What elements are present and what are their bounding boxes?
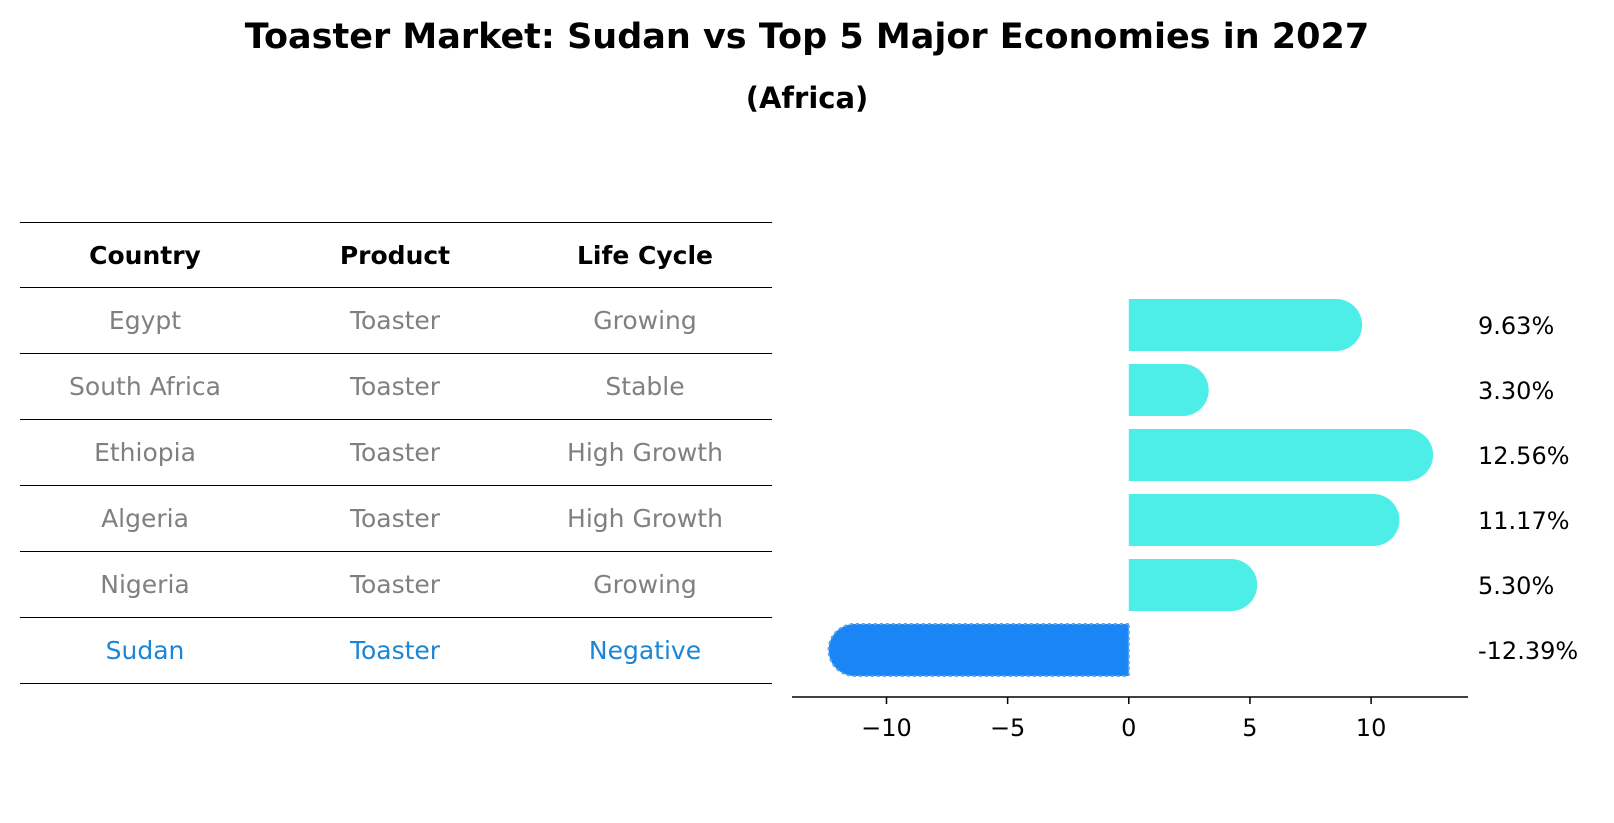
bar-south-africa [1128,364,1209,416]
cell-product: Toaster [349,438,441,467]
cell-country: Ethiopia [94,438,196,467]
header-product: Product [339,240,451,270]
x-tick-label: −10 [861,714,912,742]
table-row: South Africa Toaster Stable [20,354,772,420]
header-country: Country [89,240,201,270]
cell-country: Egypt [108,306,182,335]
table-row: Algeria Toaster High Growth [20,486,772,552]
value-label-egypt: 9.63% [1478,312,1554,340]
value-label-sudan: -12.39% [1478,637,1578,665]
cell-life-cycle: Stable [605,372,685,401]
cell-life-cycle: High Growth [567,438,723,467]
summary-table: Country Product Life Cycle Egypt Toaster… [20,222,772,684]
value-label-ethiopia: 12.56% [1478,442,1570,470]
table-row-highlight: Sudan Toaster Negative [20,618,772,684]
x-tick-label: 0 [1121,714,1136,742]
cell-product: Toaster [349,636,441,665]
cell-country: Algeria [101,504,189,533]
bar-egypt [1128,299,1363,351]
table-row: Nigeria Toaster Growing [20,552,772,618]
chart-subtitle: (Africa) [745,81,869,115]
value-label-south-africa: 3.30% [1478,377,1554,405]
cell-life-cycle: Negative [588,636,702,665]
header-life-cycle: Life Cycle [576,240,714,270]
bar-sudan [827,623,1130,677]
table-row: Egypt Toaster Growing [20,288,772,354]
cell-life-cycle: High Growth [567,504,723,533]
cell-country: Nigeria [100,570,190,599]
x-tick-label: 5 [1242,714,1257,742]
bar-ethiopia [1128,429,1434,481]
cell-product: Toaster [349,306,441,335]
value-label-nigeria: 5.30% [1478,572,1554,600]
cell-product: Toaster [349,570,441,599]
cell-country: Sudan [105,636,185,665]
cell-product: Toaster [349,504,441,533]
x-tick-label: 10 [1356,714,1387,742]
table-header-row: Country Product Life Cycle [20,222,772,288]
cell-life-cycle: Growing [593,570,697,599]
cell-life-cycle: Growing [593,306,697,335]
x-axis: −10 −5 0 5 10 [792,696,1468,742]
cell-country: South Africa [69,372,221,401]
cell-product: Toaster [349,372,441,401]
value-label-algeria: 11.17% [1478,507,1570,535]
x-tick-label: −5 [990,714,1025,742]
value-labels-group: 9.63% 3.30% 12.56% 11.17% 5.30% -12.39% [1478,312,1578,665]
chart-title: Toaster Market: Sudan vs Top 5 Major Eco… [244,17,1370,57]
bars-group [827,299,1434,677]
bar-nigeria [1128,559,1258,611]
bar-algeria [1128,494,1400,546]
table-row: Ethiopia Toaster High Growth [20,420,772,486]
